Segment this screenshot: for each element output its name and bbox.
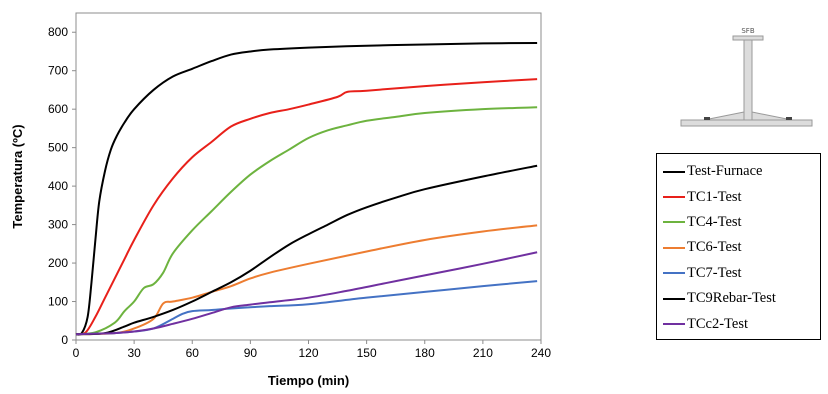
- section-label: SFB: [741, 27, 754, 35]
- series-line-tc6-test: [75, 224, 538, 336]
- legend-item: Test-Furnace: [657, 159, 820, 184]
- x-tick-label: 180: [415, 346, 435, 360]
- x-tick-label: 60: [186, 346, 200, 360]
- steel-section-drawing: SFB: [680, 27, 813, 127]
- y-tick-label: 500: [48, 141, 68, 155]
- x-tick-label: 90: [244, 346, 258, 360]
- web: [743, 39, 753, 121]
- y-tick-label: 100: [48, 295, 68, 309]
- legend-item: TC9Rebar-Test: [657, 286, 820, 311]
- plot-area: [75, 12, 542, 341]
- x-axis-title: Tiempo (min): [268, 373, 349, 388]
- legend-label: TC4-Test: [687, 213, 742, 230]
- series-line-tc7-test: [75, 280, 538, 336]
- y-tick-label: 700: [48, 64, 68, 78]
- legend-item: TC7-Test: [657, 261, 820, 286]
- y-tick-label: 400: [48, 179, 68, 193]
- x-tick-label: 210: [473, 346, 493, 360]
- bottom-plate: [680, 119, 813, 127]
- legend-label: Test-Furnace: [687, 163, 763, 180]
- legend-item: TCc2-Test: [657, 311, 820, 336]
- y-tick-label: 600: [48, 102, 68, 116]
- y-tick-label: 300: [48, 218, 68, 232]
- legend-swatch: [663, 170, 685, 173]
- legend-label: TC9Rebar-Test: [687, 290, 776, 307]
- right-weld: [786, 117, 792, 120]
- legend-swatch: [663, 272, 685, 275]
- legend-label: TC7-Test: [687, 264, 742, 281]
- top-flange: [732, 35, 764, 41]
- x-axis-ticks: 0 30 60 90 120 150 180 210 240: [73, 340, 551, 360]
- series-lines: [75, 42, 538, 336]
- legend-swatch: [663, 323, 685, 326]
- x-tick-label: 120: [298, 346, 318, 360]
- left-weld: [704, 117, 710, 120]
- legend: Test-Furnace TC1-Test TC4-Test TC6-Test TC7-…: [656, 153, 821, 340]
- legend-label: TCc2-Test: [687, 315, 748, 332]
- x-tick-label: 150: [357, 346, 377, 360]
- legend-label: TC1-Test: [687, 188, 742, 205]
- legend-swatch: [663, 221, 685, 224]
- legend-swatch: [663, 246, 685, 249]
- series-line-tc4-test: [75, 106, 538, 336]
- y-tick-label: 200: [48, 256, 68, 270]
- y-axis-ticks: 0 100 200 300 400 500 600 700 800: [48, 25, 76, 347]
- x-tick-label: 30: [127, 346, 141, 360]
- plot-frame: [75, 12, 542, 341]
- legend-item: TC1-Test: [657, 184, 820, 209]
- legend-item: TC6-Test: [657, 235, 820, 260]
- legend-swatch: [663, 297, 685, 300]
- y-tick-label: 0: [61, 333, 68, 347]
- y-tick-label: 800: [48, 25, 68, 39]
- series-line-test-furnace: [75, 42, 538, 336]
- series-line-tc9rebar-test: [75, 164, 538, 336]
- series-line-tc1-test: [75, 78, 538, 336]
- y-axis-title: Temperatura (ºC): [10, 124, 25, 228]
- x-tick-label: 0: [73, 346, 80, 360]
- x-tick-label: 240: [531, 346, 551, 360]
- series-line-tcc2-test: [75, 251, 538, 336]
- legend-label: TC6-Test: [687, 239, 742, 256]
- legend-swatch: [663, 196, 685, 199]
- legend-item: TC4-Test: [657, 210, 820, 235]
